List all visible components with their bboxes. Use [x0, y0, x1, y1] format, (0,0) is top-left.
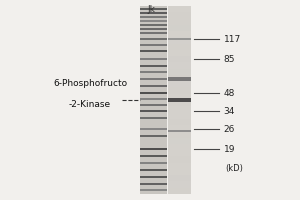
Bar [168, 50, 190, 56]
Bar [140, 8, 166, 10]
Bar [168, 181, 190, 188]
Text: 26: 26 [224, 124, 235, 134]
Bar [168, 31, 190, 37]
Bar [140, 20, 166, 22]
Text: 117: 117 [224, 34, 241, 44]
Bar [168, 113, 190, 119]
Bar [168, 119, 190, 125]
Bar [140, 117, 166, 119]
Text: 85: 85 [224, 54, 235, 64]
Bar [168, 37, 190, 44]
Bar [140, 110, 166, 112]
Bar [140, 58, 166, 60]
Bar [168, 12, 190, 19]
Bar [168, 87, 190, 94]
Bar [168, 75, 190, 81]
Bar [140, 176, 166, 178]
Bar [140, 183, 166, 185]
Bar [168, 138, 190, 144]
Bar [168, 56, 190, 62]
Bar [168, 77, 190, 81]
Bar [168, 144, 190, 150]
Bar [168, 98, 190, 102]
Bar [140, 148, 166, 150]
Bar [140, 85, 166, 87]
Bar [168, 81, 190, 87]
Bar [168, 169, 190, 175]
Text: 19: 19 [224, 144, 235, 154]
Bar [140, 169, 166, 171]
Bar [168, 19, 190, 25]
Text: 34: 34 [224, 107, 235, 116]
Bar [168, 38, 190, 40]
Bar [140, 50, 166, 52]
Bar [140, 6, 166, 194]
Bar [168, 130, 190, 132]
Bar [140, 189, 166, 191]
Bar [140, 92, 166, 94]
Bar [168, 100, 190, 106]
Text: Jk: Jk [148, 5, 155, 14]
Bar [168, 6, 190, 12]
Bar [140, 78, 166, 80]
Bar [168, 44, 190, 50]
Bar [140, 128, 166, 130]
Bar [140, 16, 166, 18]
Bar [168, 150, 190, 156]
Bar [168, 6, 190, 194]
Text: (kD): (kD) [226, 164, 243, 173]
Bar [168, 163, 190, 169]
Bar [168, 94, 190, 100]
Bar [140, 155, 166, 157]
Bar [140, 98, 166, 100]
Bar [140, 32, 166, 34]
Bar [168, 25, 190, 31]
Bar [140, 44, 166, 46]
Bar [168, 188, 190, 194]
Bar [168, 106, 190, 113]
Bar [140, 28, 166, 30]
Bar [168, 175, 190, 181]
Bar [140, 24, 166, 26]
Bar [140, 162, 166, 164]
Bar [140, 65, 166, 67]
Bar [140, 104, 166, 106]
Bar [140, 135, 166, 137]
Bar [168, 156, 190, 163]
Text: 6-Phosphofructo: 6-Phosphofructo [53, 79, 127, 88]
Text: -2-Kinase: -2-Kinase [69, 100, 111, 109]
Bar [140, 38, 166, 40]
Bar [140, 12, 166, 14]
Bar [140, 71, 166, 73]
Bar [168, 69, 190, 75]
Bar [168, 125, 190, 131]
Bar [168, 131, 190, 138]
Text: 48: 48 [224, 88, 235, 98]
Bar [168, 62, 190, 69]
